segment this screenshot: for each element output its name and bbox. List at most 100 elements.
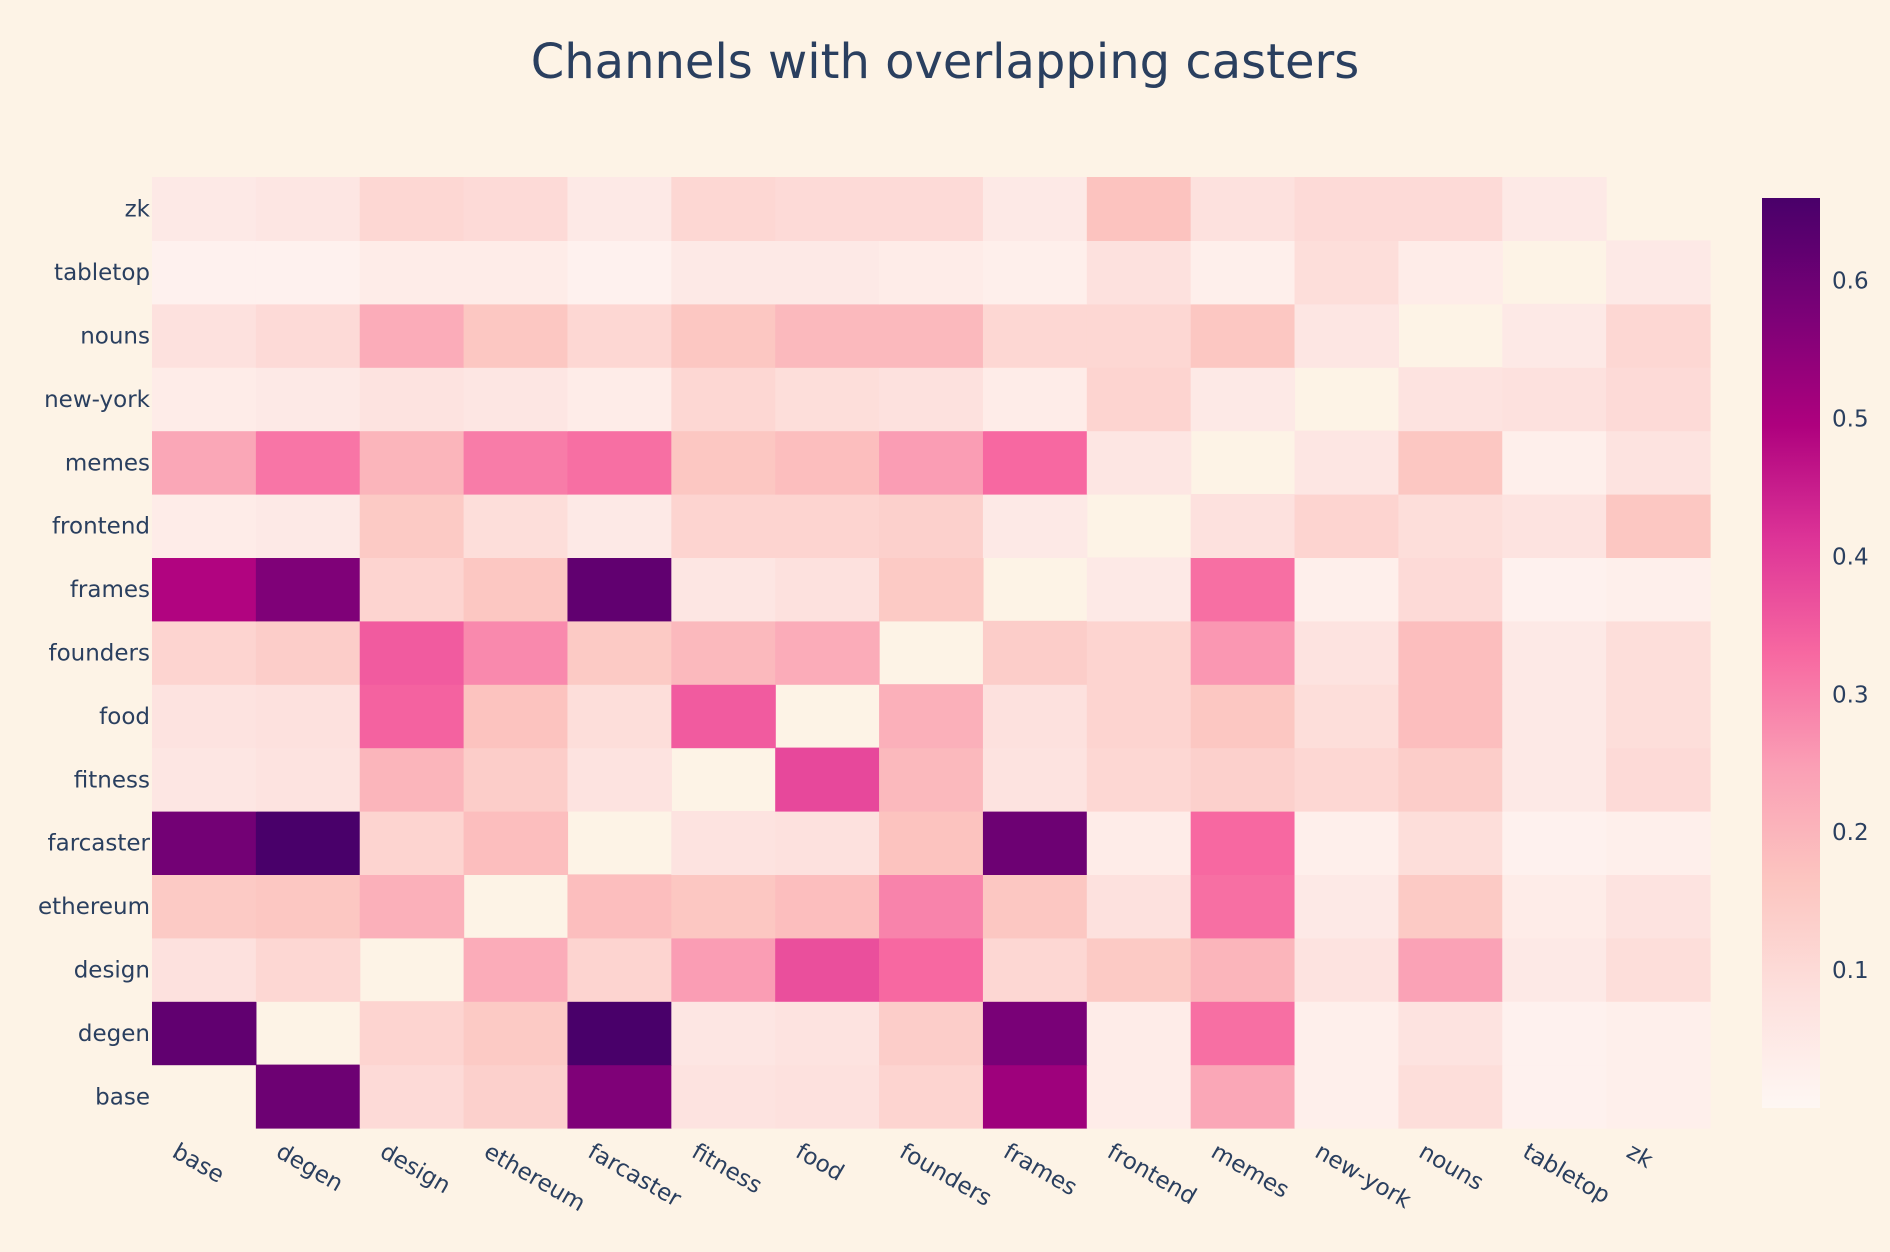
- heatmap-cell-memes-food: [775, 430, 880, 495]
- heatmap-cell-base-zk: [1606, 1064, 1711, 1129]
- heatmap-cell-new-york-fitness: [671, 367, 776, 432]
- heatmap-cell-design-founders: [879, 937, 984, 1002]
- heatmap-cell-zk-farcaster: [567, 177, 672, 241]
- heatmap-cell-ethereum-new-york: [1294, 874, 1399, 939]
- heatmap-cell-base-fitness: [671, 1064, 776, 1129]
- heatmap-cell-fitness-memes: [1190, 747, 1296, 812]
- heatmap-cell-founders-farcaster: [567, 620, 672, 685]
- heatmap-cell-food-design: [359, 684, 465, 749]
- heatmap-cell-nouns-founders: [879, 303, 984, 368]
- heatmap-cell-base-ethereum: [463, 1064, 569, 1129]
- heatmap-cell-design-food: [775, 937, 880, 1002]
- x-tick-label: ethereum: [480, 1139, 590, 1218]
- heatmap-cell-degen-new-york: [1294, 1001, 1399, 1066]
- heatmap-cell-tabletop-frames: [982, 240, 1088, 305]
- heatmap-cell-base-frontend: [1086, 1064, 1192, 1129]
- y-tick-label: nouns: [80, 324, 150, 350]
- heatmap-cell-base-founders: [879, 1064, 984, 1129]
- heatmap-cell-memes-zk: [1606, 430, 1711, 495]
- heatmap-cell-new-york-memes: [1190, 367, 1296, 432]
- heatmap-cell-frames-farcaster: [567, 557, 672, 622]
- heatmap-cell-farcaster-founders: [879, 811, 984, 875]
- heatmap-cell-tabletop-new-york: [1294, 240, 1399, 305]
- heatmap-cell-fitness-ethereum: [463, 747, 569, 812]
- x-tick-label: frames: [999, 1139, 1081, 1202]
- heatmap-cell-farcaster-nouns: [1398, 811, 1503, 875]
- heatmap-cell-founders-frontend: [1086, 620, 1192, 685]
- heatmap-cell-zk-fitness: [671, 177, 776, 241]
- heatmap-cell-fitness-new-york: [1294, 747, 1399, 812]
- heatmap-cell-ethereum-degen: [255, 874, 361, 939]
- heatmap-cell-frontend-memes: [1190, 494, 1296, 558]
- heatmap-cell-nouns-design: [359, 303, 465, 368]
- heatmap-cell-ethereum-memes: [1190, 874, 1296, 939]
- heatmap-cell-food-new-york: [1294, 684, 1399, 749]
- y-tick-label: ethereum: [38, 894, 150, 920]
- colorbar-tick-labels: 0.1 0.2 0.3 0.4 0.5 0.6: [1832, 269, 1869, 984]
- heatmap-cell-fitness-founders: [879, 747, 984, 812]
- colorbar-tick-label: 0.6: [1832, 269, 1869, 295]
- x-tick-label: memes: [1207, 1139, 1294, 1204]
- heatmap-cell-degen-base: [152, 1001, 257, 1066]
- heatmap-cell-founders-memes: [1190, 620, 1296, 685]
- heatmap-cell-ethereum-food: [775, 874, 880, 939]
- heatmap-cell-degen-founders: [879, 1001, 984, 1066]
- heatmap-cell-ethereum-design: [359, 874, 465, 939]
- y-tick-label: base: [95, 1084, 150, 1110]
- heatmap-cell-founders-degen: [255, 620, 361, 685]
- heatmap-cell-base-new-york: [1294, 1064, 1399, 1129]
- heatmap-cell-memes-new-york: [1294, 430, 1399, 495]
- heatmap-cell-founders-food: [775, 620, 880, 685]
- heatmap-cell-degen-fitness: [671, 1001, 776, 1066]
- heatmap-cell-design-memes: [1190, 937, 1296, 1002]
- heatmap-cell-nouns-frames: [982, 303, 1088, 368]
- heatmap-cell-ethereum-fitness: [671, 874, 776, 939]
- colorbar: [1762, 198, 1820, 1108]
- heatmap-cell-tabletop-degen: [255, 240, 361, 305]
- y-tick-label: design: [74, 958, 150, 984]
- heatmap-cell-memes-degen: [255, 430, 361, 495]
- heatmap-cell-zk-degen: [255, 177, 361, 241]
- heatmap-cell-frontend-food: [775, 494, 880, 558]
- y-tick-label: fitness: [74, 767, 150, 793]
- heatmap-cell-food-farcaster: [567, 684, 672, 749]
- y-tick-label: memes: [65, 450, 150, 476]
- heatmap-cell-ethereum-frontend: [1086, 874, 1192, 939]
- heatmap-cell-design-base: [152, 937, 257, 1002]
- heatmap-cell-food-tabletop: [1502, 684, 1607, 749]
- heatmap-cell-design-nouns: [1398, 937, 1503, 1002]
- heatmap-cell-nouns-base: [152, 303, 257, 368]
- heatmap-cell-tabletop-base: [152, 240, 257, 305]
- y-tick-label: zk: [125, 197, 151, 223]
- heatmap-cell-degen-ethereum: [463, 1001, 569, 1066]
- heatmap-cell-ethereum-base: [152, 874, 257, 939]
- heatmap-cell-frontend-founders: [879, 494, 984, 558]
- heatmap-cell-new-york-farcaster: [567, 367, 672, 432]
- heatmap-cell-memes-nouns: [1398, 430, 1503, 495]
- heatmap-cell-base-degen: [255, 1064, 361, 1129]
- heatmap-cell-food-nouns: [1398, 684, 1503, 749]
- heatmap-cell-new-york-design: [359, 367, 465, 432]
- heatmap-cell-new-york-nouns: [1398, 367, 1503, 432]
- heatmap-cell-frontend-base: [152, 494, 257, 558]
- heatmap-cell-degen-frames: [982, 1001, 1088, 1066]
- heatmap-cell-nouns-ethereum: [463, 303, 569, 368]
- x-tick-label: nouns: [1414, 1139, 1487, 1196]
- heatmap-cell-memes-founders: [879, 430, 984, 495]
- heatmap-cell-frames-food: [775, 557, 880, 622]
- heatmap-cell-degen-farcaster: [567, 1001, 672, 1066]
- heatmap-cell-base-food: [775, 1064, 880, 1129]
- heatmap-cell-founders-nouns: [1398, 620, 1503, 685]
- heatmap-cell-farcaster-frames: [982, 811, 1088, 875]
- heatmap-cell-memes-farcaster: [567, 430, 672, 495]
- heatmap-cell-frames-design: [359, 557, 465, 622]
- x-tick-label: food: [791, 1139, 848, 1187]
- heatmap-cells: [152, 177, 1711, 1129]
- heatmap-cell-founders-ethereum: [463, 620, 569, 685]
- heatmap-cell-memes-design: [359, 430, 465, 495]
- y-axis-labels: base degen design ethereum farcaster fitness f…: [38, 197, 151, 1111]
- x-tick-label: tabletop: [1518, 1139, 1614, 1209]
- heatmap-cell-tabletop-nouns: [1398, 240, 1503, 305]
